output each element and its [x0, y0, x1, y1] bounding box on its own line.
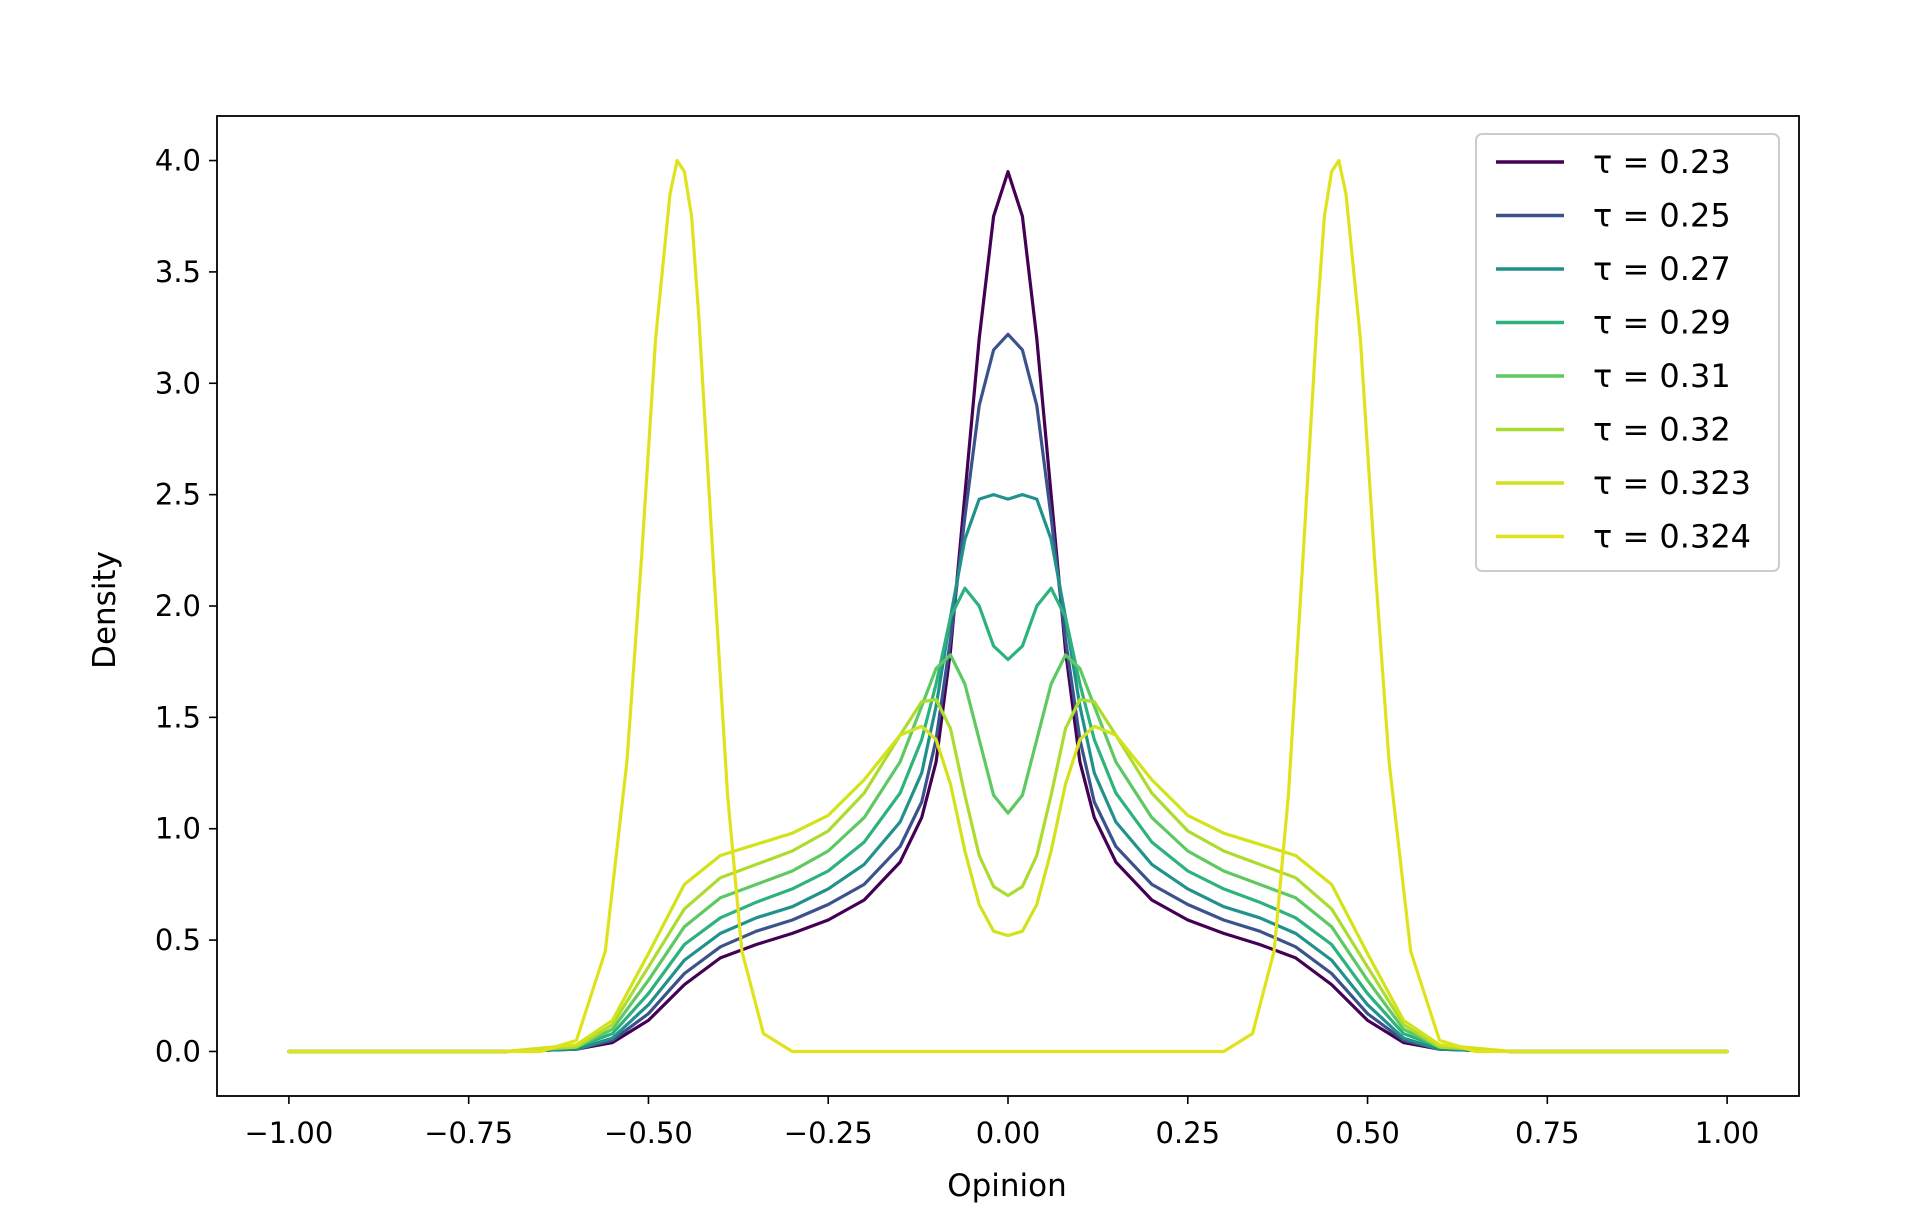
- x-axis-title: Opinion: [947, 1168, 1067, 1204]
- y-tick-label: 2.5: [155, 478, 201, 512]
- legend-label-1: τ = 0.23: [1593, 143, 1731, 181]
- y-tick-label: 1.0: [155, 812, 201, 846]
- legend-label-8: τ = 0.324: [1593, 518, 1751, 556]
- series-line-8: [287, 158, 1729, 1054]
- x-tick-label: −0.25: [784, 1116, 873, 1150]
- x-tick-label: −0.50: [604, 1116, 693, 1150]
- y-axis: 0.0 0.5 1.0 1.5 2.0 2.5 3.0 3.5 4.0: [155, 144, 217, 1068]
- x-tick-label: 0.75: [1515, 1116, 1580, 1150]
- y-tick-label: 0.5: [155, 923, 201, 957]
- y-tick-label: 2.0: [155, 589, 201, 623]
- y-tick-label: 1.5: [155, 700, 201, 734]
- legend-label-6: τ = 0.32: [1593, 411, 1731, 449]
- y-tick-label: 3.0: [155, 366, 201, 400]
- legend-label-2: τ = 0.25: [1593, 197, 1731, 235]
- series-line-6: [287, 697, 1729, 1054]
- legend-label-7: τ = 0.323: [1593, 464, 1751, 502]
- series-line-5: [287, 653, 1729, 1054]
- legend: τ = 0.23 τ = 0.25 τ = 0.27 τ = 0.29 τ = 0.31…: [1475, 133, 1780, 572]
- series-line-4: [287, 586, 1729, 1054]
- y-tick-label: 3.5: [155, 255, 201, 289]
- legend-box: [1475, 133, 1780, 572]
- x-tick-label: 0.50: [1335, 1116, 1400, 1150]
- legend-label-4: τ = 0.29: [1593, 304, 1731, 342]
- y-tick-label: 4.0: [155, 144, 201, 178]
- legend-label-3: τ = 0.27: [1593, 250, 1731, 288]
- x-tick-label: −0.75: [424, 1116, 513, 1150]
- y-tick-label: 0.0: [155, 1034, 201, 1068]
- x-tick-label: 0.25: [1155, 1116, 1220, 1150]
- x-tick-label: −1.00: [244, 1116, 333, 1150]
- y-axis-title: Density: [87, 551, 123, 669]
- x-tick-label: 1.00: [1695, 1116, 1760, 1150]
- series-line-7: [287, 724, 1729, 1054]
- series-layer: [287, 158, 1729, 1054]
- x-axis: −1.00 −0.75 −0.50 −0.25 0.00 0.25 0.50 0.75 1.00: [244, 1096, 1759, 1150]
- series-line-1: [287, 170, 1729, 1054]
- legend-label-5: τ = 0.31: [1593, 357, 1731, 395]
- series-line-2: [287, 332, 1729, 1054]
- series-line-3: [287, 493, 1729, 1054]
- x-tick-label: 0.00: [976, 1116, 1041, 1150]
